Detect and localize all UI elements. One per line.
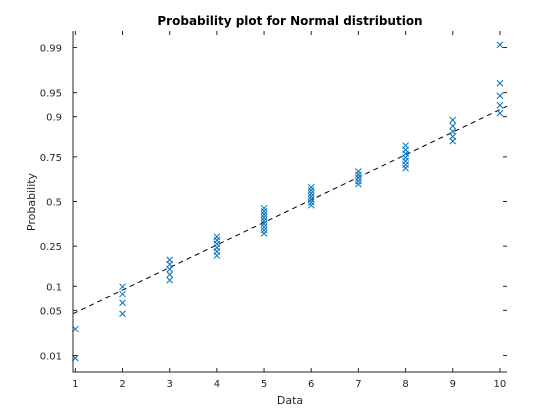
reference-line bbox=[72, 105, 508, 315]
data-point-marker bbox=[166, 271, 174, 278]
data-point-marker bbox=[213, 236, 221, 244]
data-point-marker bbox=[260, 230, 268, 237]
data-point-marker bbox=[355, 180, 362, 188]
data-point-marker bbox=[166, 276, 174, 284]
data-point-marker bbox=[260, 220, 268, 227]
data-markers bbox=[72, 41, 504, 362]
data-point-marker bbox=[307, 201, 315, 209]
data-point-marker bbox=[119, 299, 126, 307]
x-axis-label: Data bbox=[277, 394, 303, 407]
data-point-marker bbox=[307, 189, 315, 197]
y-tick-label: 0.01 bbox=[40, 351, 62, 362]
y-tick-label: 0.25 bbox=[40, 242, 62, 253]
data-point-marker bbox=[260, 214, 268, 221]
reference-line-group bbox=[72, 105, 508, 315]
x-tick-label: 4 bbox=[214, 379, 220, 390]
data-point-marker bbox=[213, 233, 221, 241]
plot-axes bbox=[72, 31, 507, 373]
y-axis-label: Probability bbox=[25, 172, 38, 231]
data-point-marker bbox=[402, 142, 409, 149]
data-point-marker bbox=[355, 171, 362, 179]
data-point-marker bbox=[496, 41, 504, 49]
data-point-marker bbox=[119, 283, 126, 291]
data-point-marker bbox=[166, 256, 174, 264]
data-point-marker bbox=[355, 174, 362, 182]
x-tick-label: 1 bbox=[72, 379, 78, 390]
y-axis-ticks: 0.01 0.05 0.1 0.25 0.5 0.75 0.9 0.95 0.99 bbox=[40, 44, 507, 362]
y-tick-label: 0.95 bbox=[40, 89, 62, 100]
data-point-marker bbox=[402, 164, 409, 172]
x-tick-label: 10 bbox=[494, 379, 507, 390]
data-point-marker bbox=[166, 265, 174, 273]
y-tick-label: 0.1 bbox=[46, 282, 62, 293]
x-tick-label: 8 bbox=[402, 379, 408, 390]
x-tick-label: 7 bbox=[355, 379, 361, 390]
data-point-marker bbox=[260, 223, 268, 231]
y-tick-label: 0.75 bbox=[40, 153, 62, 164]
x-tick-label: 2 bbox=[119, 379, 125, 390]
data-point-marker bbox=[119, 290, 126, 298]
data-point-marker bbox=[307, 192, 315, 200]
x-tick-label: 3 bbox=[167, 379, 173, 390]
data-point-marker bbox=[449, 116, 457, 124]
x-tick-label: 5 bbox=[261, 379, 267, 390]
x-tick-label: 9 bbox=[450, 379, 456, 390]
data-point-marker bbox=[496, 109, 504, 117]
y-tick-label: 0.99 bbox=[40, 44, 62, 55]
data-point-marker bbox=[449, 133, 457, 140]
data-point-marker bbox=[307, 198, 315, 206]
data-point-marker bbox=[355, 177, 362, 185]
data-point-marker bbox=[260, 204, 268, 212]
data-point-marker bbox=[496, 79, 504, 87]
data-point-marker bbox=[307, 195, 315, 203]
data-point-marker bbox=[260, 211, 268, 218]
data-point-marker bbox=[307, 186, 315, 194]
y-tick-label: 0.05 bbox=[40, 306, 62, 317]
data-point-marker bbox=[449, 128, 457, 135]
x-axis-ticks: 1 2 3 4 5 6 7 8 9 10 bbox=[72, 31, 506, 390]
data-point-marker bbox=[355, 168, 362, 175]
chart-title: Probability plot for Normal distribution bbox=[157, 14, 422, 28]
data-point-marker bbox=[260, 207, 268, 215]
data-point-marker bbox=[260, 217, 268, 224]
data-point-marker bbox=[307, 183, 315, 191]
y-tick-label: 0.5 bbox=[46, 198, 62, 209]
data-point-marker bbox=[449, 122, 457, 130]
x-tick-label: 6 bbox=[308, 379, 314, 390]
data-point-marker bbox=[496, 101, 504, 109]
data-point-marker bbox=[260, 226, 268, 234]
data-point-marker bbox=[119, 310, 126, 318]
data-point-marker bbox=[496, 92, 504, 100]
y-tick-label: 0.9 bbox=[46, 113, 62, 124]
